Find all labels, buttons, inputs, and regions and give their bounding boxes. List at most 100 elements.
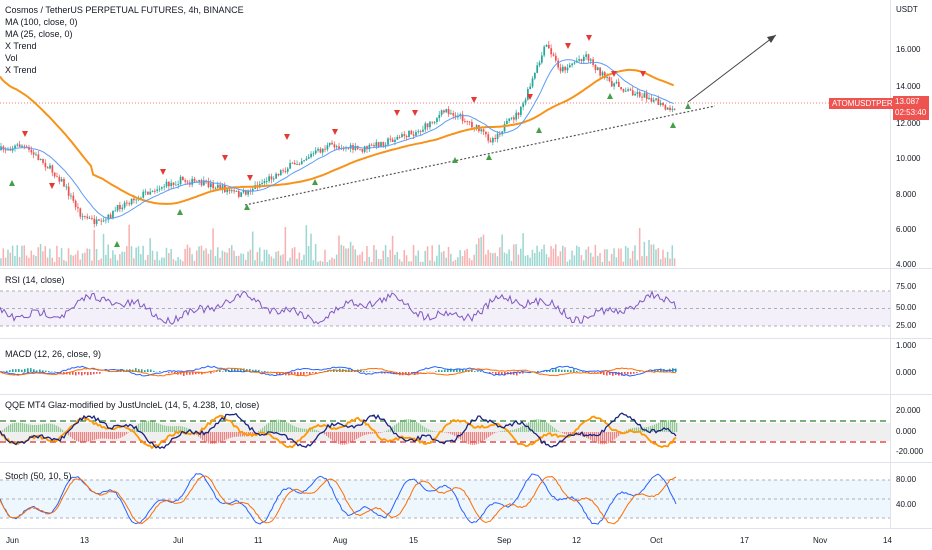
volume-bar: [522, 233, 524, 266]
qqe-hist-bar: [410, 419, 412, 432]
qqe-hist-bar: [480, 432, 482, 443]
volume-bar: [645, 256, 648, 266]
volume-bar: [163, 257, 165, 266]
macd-hist-bar: [597, 372, 599, 373]
volume-bar: [249, 249, 252, 266]
candle-body: [170, 182, 173, 187]
qqe-hist-bar: [340, 432, 342, 445]
volume-bar: [361, 251, 364, 266]
qqe-hist-bar: [570, 432, 572, 435]
qqe-pane-title[interactable]: QQE MT4 Glaz-modified by JustUncleL (14,…: [5, 400, 260, 410]
candle-body: [424, 123, 427, 130]
candle-body: [606, 77, 608, 78]
qqe-hist-bar: [650, 426, 652, 432]
volume-bar: [543, 244, 545, 266]
candle-body: [629, 89, 632, 91]
arrow-drawing[interactable]: [687, 34, 777, 103]
candle-body: [370, 144, 373, 146]
qqe-hist-bar: [232, 432, 234, 438]
candle-body: [79, 208, 82, 217]
qqe-hist-bar: [12, 423, 14, 432]
volume-bar: [305, 225, 308, 266]
candle-body: [98, 219, 100, 221]
qqe-hist-bar: [616, 432, 618, 438]
qqe-hist-bar: [182, 426, 184, 432]
macd-hist-bar: [558, 369, 560, 372]
candle-body: [361, 149, 364, 152]
qqe-hist-bar: [462, 432, 464, 442]
volume-bar: [263, 249, 266, 266]
macd-hist-bar: [477, 371, 479, 372]
qqe-hist-bar: [554, 428, 556, 432]
qqe-hist-bar: [516, 428, 518, 432]
qqe-hist-bar: [638, 427, 640, 432]
volume-bar: [67, 248, 70, 266]
qqe-hist-bar: [538, 419, 540, 432]
candle-body: [650, 98, 653, 102]
macd-pane-title[interactable]: MACD (12, 26, close, 9): [5, 349, 102, 359]
candle-body: [121, 207, 124, 210]
legend-volume[interactable]: Vol: [5, 53, 18, 63]
legend-xtrend-2[interactable]: X Trend: [5, 65, 37, 75]
qqe-hist-bar: [372, 432, 374, 434]
volume-bar: [524, 255, 527, 266]
legend-ma25[interactable]: MA (25, close, 0): [5, 29, 73, 39]
macd-hist-bar: [438, 369, 440, 372]
qqe-hist-bar: [424, 427, 426, 432]
last-price-tag: 13.087 02:53:40: [893, 96, 929, 120]
volume-bar: [664, 257, 667, 266]
candle-body: [636, 92, 639, 94]
sell-marker: [222, 155, 228, 161]
volume-bar: [321, 261, 324, 266]
volume-bars: [0, 224, 676, 266]
candle-body: [673, 108, 676, 110]
volume-bar: [424, 250, 426, 266]
qqe-hist-bar: [610, 432, 612, 443]
time-tick: Sep: [497, 536, 512, 545]
legend-xtrend-1[interactable]: X Trend: [5, 41, 37, 51]
volume-bar: [39, 244, 42, 266]
macd-hist-bar: [588, 372, 590, 373]
qqe-hist-bar: [162, 425, 164, 432]
candle-body: [431, 121, 434, 123]
trend-line[interactable]: [244, 105, 716, 206]
volume-bar: [508, 249, 510, 266]
qqe-hist-bar: [422, 425, 424, 432]
candle-body: [573, 62, 576, 64]
qqe-hist-bar: [330, 432, 332, 440]
macd-hist-bar: [612, 372, 614, 376]
volume-bar: [21, 245, 23, 266]
stoch-pane-title[interactable]: Stoch (50, 10, 5): [5, 471, 72, 481]
qqe-hist-bar: [532, 420, 534, 432]
qqe-hist-bar: [234, 432, 236, 437]
volume-bar: [592, 256, 594, 266]
candle-body: [445, 109, 448, 113]
qqe-hist-bar: [354, 432, 356, 441]
volume-bar: [333, 258, 336, 266]
qqe-hist-bar: [374, 432, 376, 434]
macd-hist-bar: [384, 372, 386, 374]
qqe-hist-bar: [204, 432, 206, 442]
qqe-hist-bar: [608, 432, 610, 444]
candle-body: [508, 118, 511, 121]
volume-bar: [168, 252, 170, 266]
candle-body: [163, 186, 166, 188]
qqe-hist-bar: [184, 427, 186, 432]
macd-hist-bar: [594, 372, 596, 373]
volume-bar: [503, 252, 506, 266]
candle-body: [534, 72, 536, 79]
qqe-hist-bar: [426, 428, 428, 432]
rsi-pane-title[interactable]: RSI (14, close): [5, 275, 65, 285]
volume-bar: [2, 248, 5, 266]
volume-bar: [398, 259, 401, 266]
macd-hist-bar: [93, 372, 95, 375]
candle-body: [282, 170, 284, 172]
qqe-hist-bar: [164, 425, 166, 432]
legend-ma100[interactable]: MA (100, close, 0): [5, 17, 78, 27]
candle-body: [487, 134, 490, 141]
volume-bar: [440, 252, 443, 266]
qqe-hist-bar: [40, 424, 42, 432]
volume-bar: [70, 254, 72, 266]
qqe-hist-bar: [258, 430, 260, 432]
